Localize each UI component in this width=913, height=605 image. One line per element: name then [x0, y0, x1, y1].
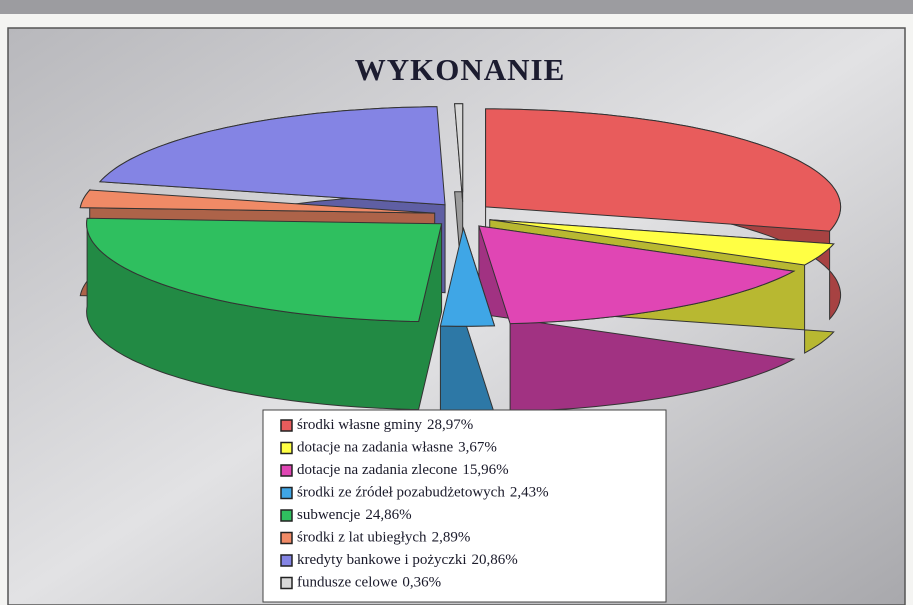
legend-swatch: [280, 576, 293, 590]
legend-swatch: [280, 441, 293, 455]
legend-entry: środki ze źródeł pozabudżetowych 2,43%: [297, 485, 549, 501]
slice: [485, 108, 842, 232]
top-frame: [0, 0, 913, 14]
slice: [439, 226, 496, 327]
legend-entry: środki z lat ubiegłych 2,89%: [297, 530, 470, 546]
slice: [86, 217, 443, 323]
slice: [98, 106, 446, 206]
legend-swatch: [280, 486, 293, 500]
legend-swatch: [280, 419, 293, 432]
legend-entry: środki własne gminy 28,97%: [297, 417, 473, 433]
legend-entry: kredyty bankowe i pożyczki 20,86%: [297, 552, 518, 568]
legend-box: [262, 409, 667, 603]
legend-value: 15,96%: [462, 462, 508, 478]
legend-value: 28,97%: [427, 417, 473, 433]
legend: środki własne gminy 28,97% dotacje na zada…: [280, 417, 549, 591]
legend-swatch: [280, 531, 293, 545]
legend-label: subwencje: [297, 507, 361, 523]
slice: [454, 103, 464, 202]
legend-entry: dotacje na zadania własne 3,67%: [297, 440, 497, 456]
legend-entry: fundusze celowe 0,36%: [297, 575, 441, 591]
legend-label: fundusze celowe: [297, 575, 398, 591]
legend-label: kredyty bankowe i pożyczki: [297, 552, 467, 568]
legend-swatch: [280, 464, 293, 477]
legend-label: środki własne gminy: [297, 417, 422, 433]
legend-entry: dotacje na zadania zlecone 15,96%: [297, 462, 509, 478]
legend-label: środki z lat ubiegłych: [297, 530, 427, 546]
legend-value: 20,86%: [472, 552, 518, 568]
slice: [489, 219, 835, 266]
slice: [478, 225, 796, 325]
legend-label: dotacje na zadania zlecone: [297, 462, 458, 478]
legend-value: 2,89%: [432, 530, 471, 546]
legend-label: środki ze źródeł pozabudżetowych: [297, 485, 505, 501]
legend-value: 0,36%: [402, 575, 441, 591]
chart-title: WYKONANIE: [355, 52, 566, 87]
legend-value: 3,67%: [458, 440, 497, 456]
legend-value: 2,43%: [510, 485, 549, 501]
slice: [79, 189, 435, 214]
legend-swatch: [280, 554, 293, 567]
legend-label: dotacje na zadania własne: [297, 440, 454, 456]
legend-entry: subwencje 24,86%: [297, 507, 412, 523]
legend-swatch: [280, 509, 293, 522]
pie: [79, 103, 842, 415]
legend-value: 24,86%: [365, 507, 411, 523]
